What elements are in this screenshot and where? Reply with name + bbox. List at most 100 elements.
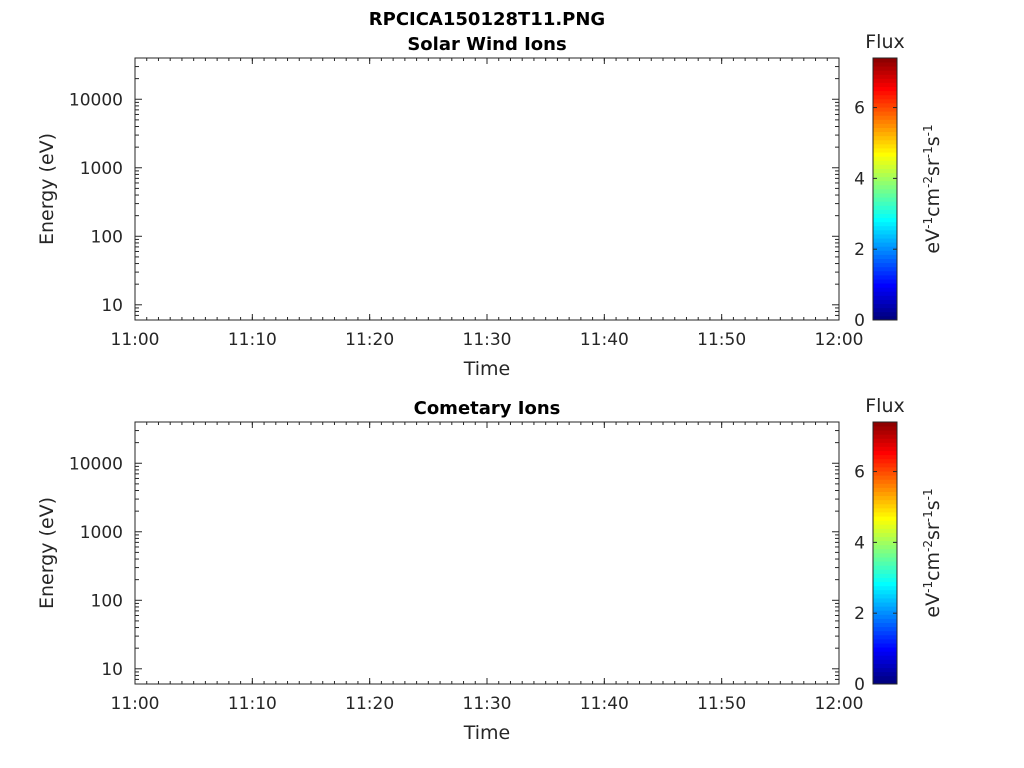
- colorbar-segment: [873, 160, 897, 165]
- colorbar-segment: [873, 557, 897, 562]
- colorbar-label-unit: s: [922, 136, 944, 146]
- colorbar-segment: [873, 242, 897, 247]
- colorbar-segment: [873, 454, 897, 460]
- colorbar-label-unit: eV: [922, 229, 944, 254]
- colorbar-label-exponent: -1: [921, 146, 935, 158]
- colorbar-segment: [873, 156, 897, 161]
- colorbar-segment: [873, 311, 897, 317]
- colorbar-segment: [873, 70, 897, 75]
- colorbar-segment: [873, 430, 897, 435]
- colorbar-segment: [873, 111, 897, 116]
- colorbar-segment: [873, 528, 897, 533]
- colorbar-segment: [873, 164, 897, 169]
- colorbar-tick-label: 4: [854, 533, 865, 553]
- colorbar-segment: [873, 679, 897, 685]
- colorbar-tick-label: 0: [854, 311, 865, 331]
- colorbar-segment: [873, 610, 897, 615]
- colorbar-segment: [873, 565, 897, 570]
- colorbar-segment: [873, 422, 897, 427]
- colorbar-segment: [873, 143, 897, 149]
- colorbar-segment: [873, 78, 897, 83]
- colorbar-segment: [873, 479, 897, 484]
- colorbar-segment: [873, 234, 897, 239]
- x-tick-label: 11:00: [111, 330, 160, 350]
- colorbar-segment: [873, 548, 897, 554]
- colorbar-segment: [873, 283, 897, 288]
- colorbar-label: eV-1cm-2sr-1s-1: [921, 488, 944, 617]
- colorbar-segment: [873, 471, 897, 476]
- x-axis-label: Time: [463, 722, 511, 744]
- colorbar-segment: [873, 450, 897, 456]
- x-axis-label: Time: [463, 358, 511, 380]
- colorbar-segment: [873, 58, 897, 63]
- panel-2: Cometary Ions 11:00 11:10 11:20 11:30 11:40 11…: [36, 395, 944, 744]
- panel-title: Cometary Ions: [414, 398, 561, 419]
- colorbar-segment: [873, 189, 897, 194]
- colorbar-segment: [873, 279, 897, 284]
- colorbar-label-unit: s: [922, 500, 944, 510]
- x-tick-label: 12:00: [815, 694, 864, 714]
- colorbar-segment: [873, 589, 897, 595]
- colorbar-label-unit: cm: [922, 552, 944, 581]
- colorbar-segment: [873, 655, 897, 660]
- x-tick-label: 11:20: [345, 694, 394, 714]
- colorbar-segment: [873, 495, 897, 501]
- colorbar-label-unit: sr: [922, 158, 944, 176]
- colorbar-segment: [873, 131, 897, 137]
- colorbar-label-unit: cm: [922, 188, 944, 217]
- colorbar-segment: [873, 602, 897, 607]
- colorbar-segment: [873, 462, 897, 468]
- x-tick-label: 11:40: [580, 694, 629, 714]
- colorbar-tick-label: 2: [854, 240, 865, 260]
- y-axis-label: Energy (eV): [36, 497, 58, 609]
- colorbar-segment: [873, 246, 897, 251]
- colorbar-segment: [873, 258, 897, 264]
- colorbar-label-unit: eV: [922, 593, 944, 618]
- colorbar-label-exponent: -1: [921, 510, 935, 522]
- colorbar-tick-label: 0: [854, 675, 865, 695]
- colorbar-segment: [873, 221, 897, 227]
- colorbar-segment: [873, 119, 897, 124]
- plot-frame: [134, 57, 840, 321]
- colorbar-segment: [873, 201, 897, 206]
- colorbar-segment: [873, 291, 897, 296]
- colorbar-segment: [873, 107, 897, 112]
- colorbar-segment: [873, 197, 897, 202]
- colorbar-segment: [873, 82, 897, 88]
- colorbar-segment: [873, 638, 897, 644]
- colorbar-segment: [873, 205, 897, 210]
- colorbar-label-exponent: -2: [921, 176, 935, 188]
- colorbar-label-exponent: -1: [921, 217, 935, 229]
- colorbar-segment: [873, 172, 897, 178]
- colorbar-segment: [873, 671, 897, 677]
- colorbar-segment: [873, 643, 897, 648]
- colorbar-segment: [873, 180, 897, 186]
- colorbar-segment: [873, 532, 897, 538]
- colorbar-segment: [873, 475, 897, 480]
- colorbar-segment: [873, 213, 897, 219]
- colorbar-segment: [873, 217, 897, 223]
- colorbar-segment: [873, 193, 897, 198]
- colorbar-tick-label: 6: [854, 463, 865, 483]
- colorbar-segment: [873, 561, 897, 566]
- colorbar-segment: [873, 675, 897, 681]
- colorbar-segment: [873, 598, 897, 603]
- colorbar-segment: [873, 303, 897, 309]
- colorbar-segment: [873, 299, 897, 305]
- colorbar-frame: [872, 57, 898, 321]
- colorbar-segment: [873, 442, 897, 447]
- x-tick-label: 11:00: [111, 694, 160, 714]
- colorbar-segment: [873, 86, 897, 92]
- colorbar-label-exponent: -1: [921, 581, 935, 593]
- colorbar-segment: [873, 659, 897, 664]
- colorbar-segment: [873, 103, 897, 108]
- colorbar-segment: [873, 524, 897, 529]
- colorbar-segment: [873, 630, 897, 636]
- colorbar-segment: [873, 581, 897, 587]
- colorbar-segment: [873, 176, 897, 182]
- colorbar-segment: [873, 66, 897, 71]
- colorbar-segment: [873, 647, 897, 652]
- colorbar-segment: [873, 123, 897, 128]
